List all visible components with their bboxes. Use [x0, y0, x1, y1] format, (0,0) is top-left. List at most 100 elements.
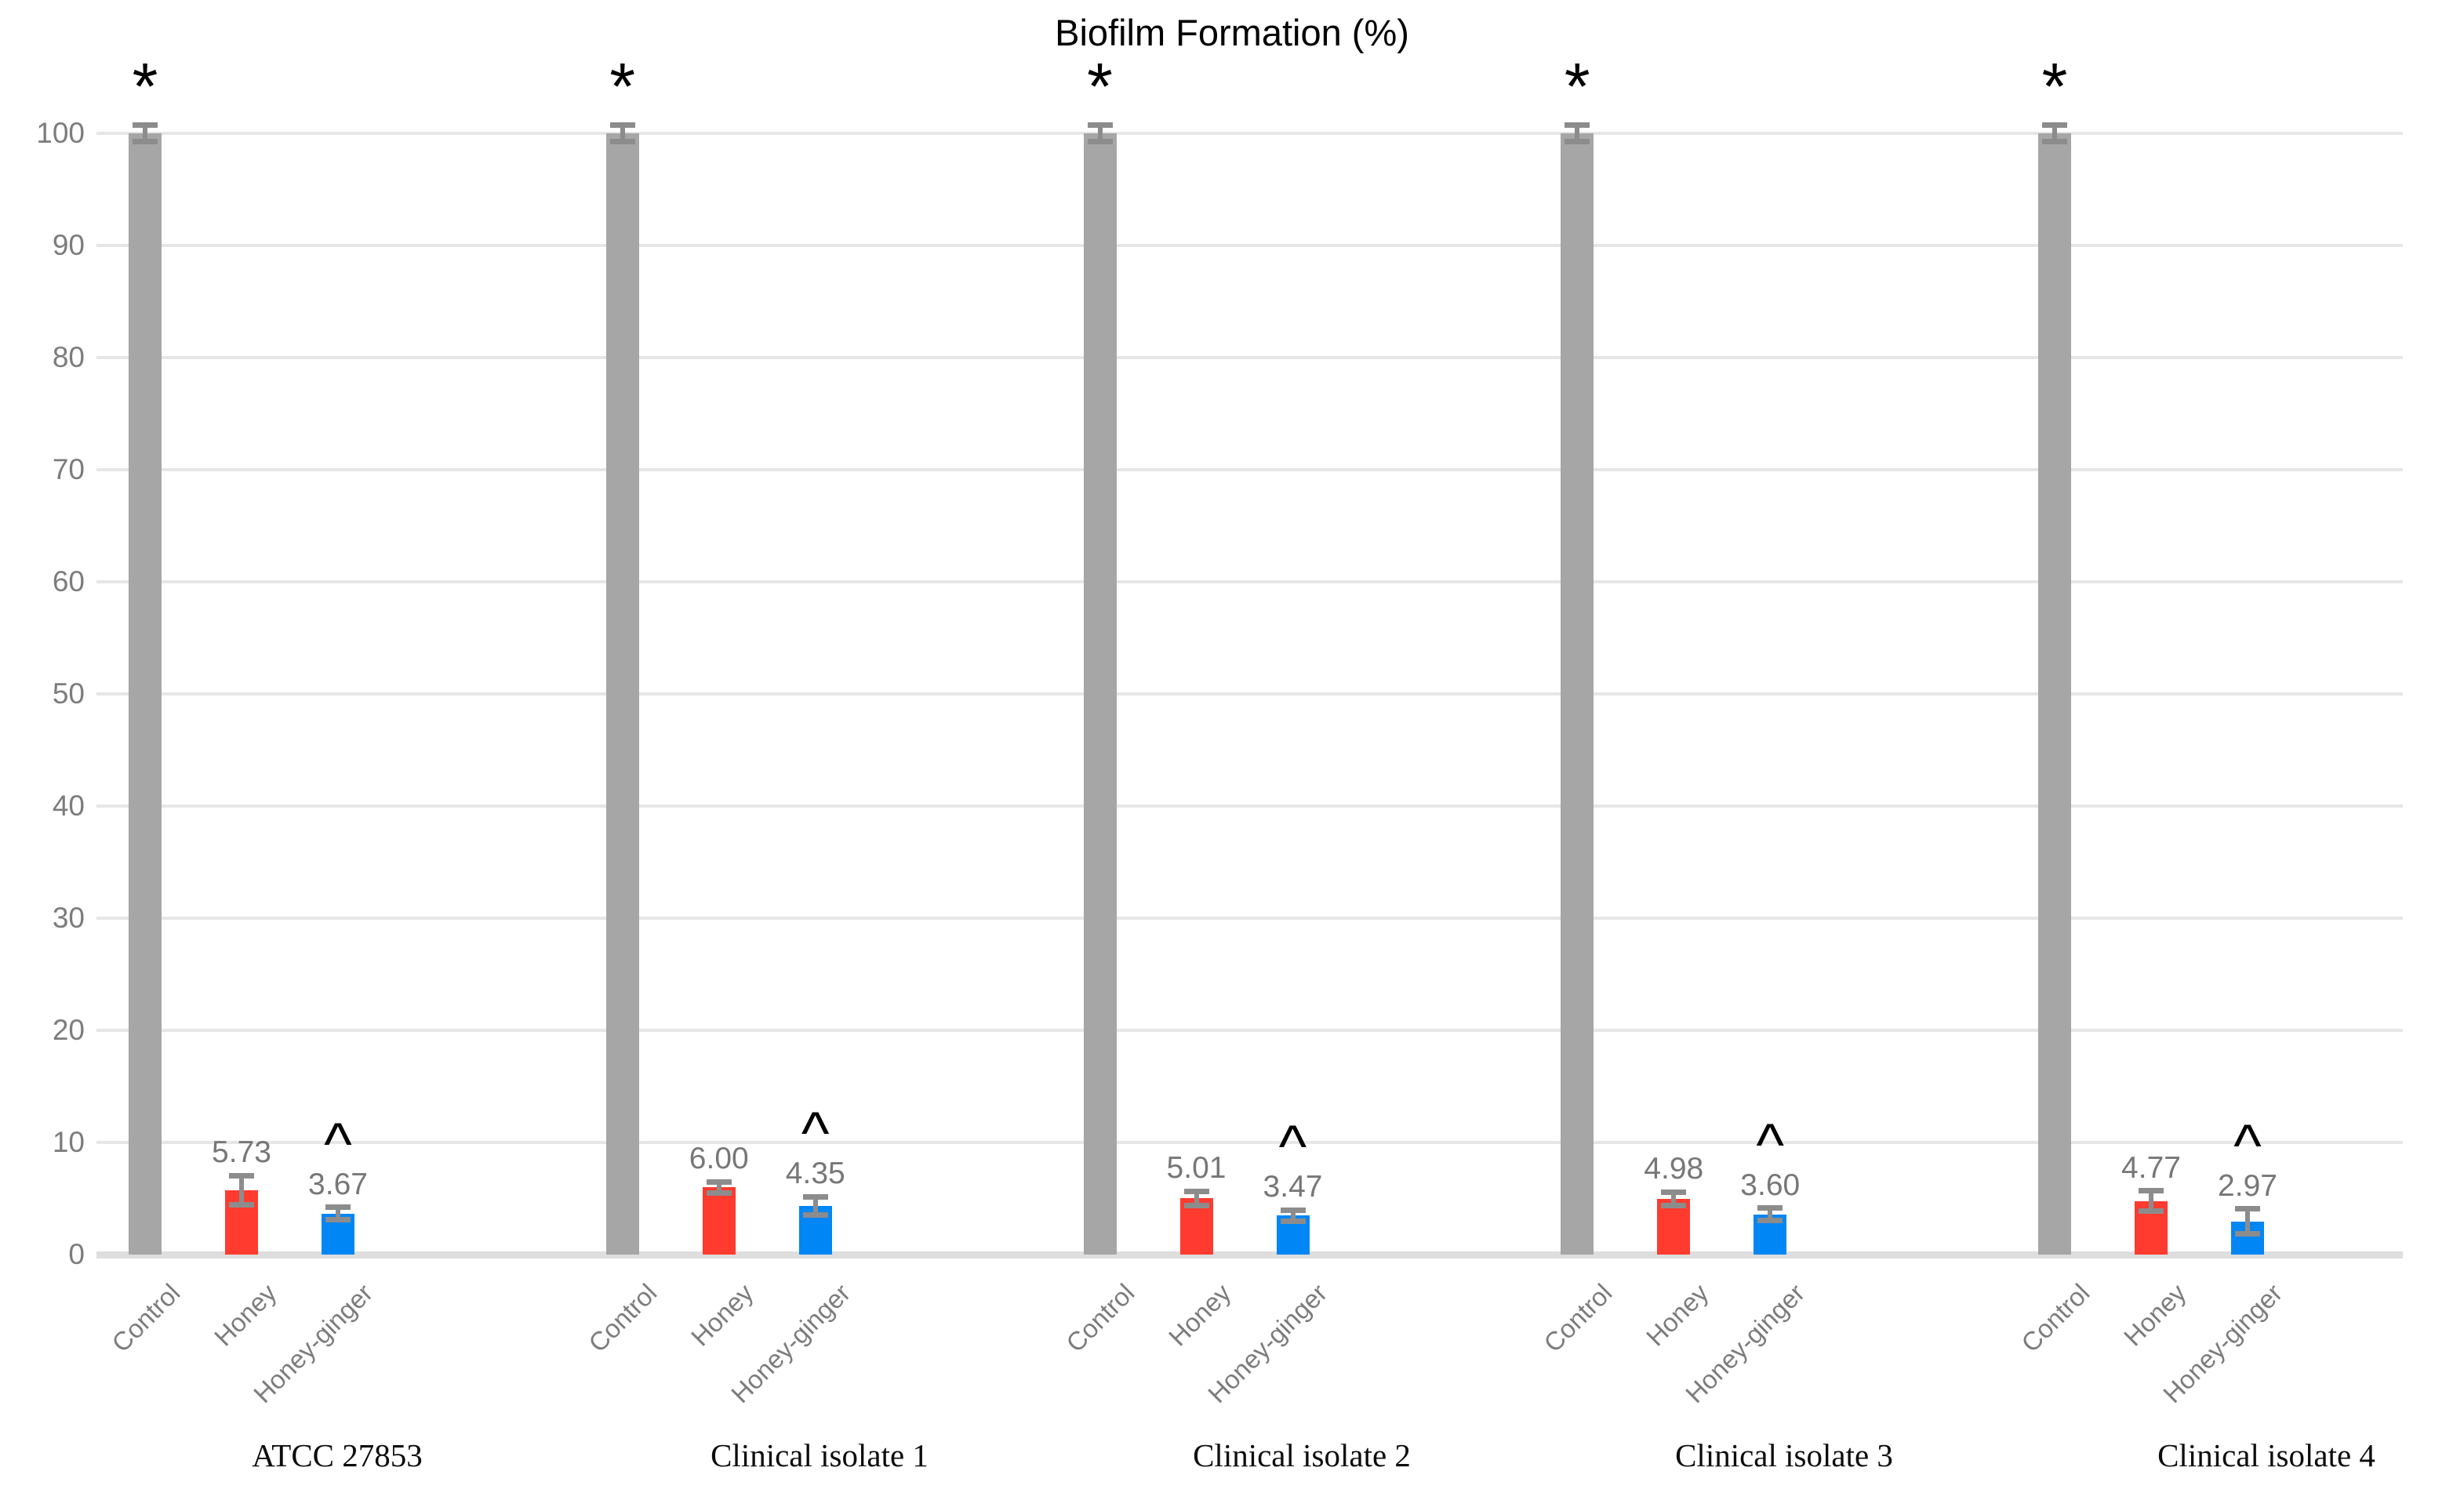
error-bar	[1671, 1192, 1677, 1206]
group-label: ATCC 27853	[252, 1437, 423, 1473]
x-axis-tick-label: Honey	[1163, 1278, 1237, 1352]
chart-title: Biofilm Formation (%)	[1055, 12, 1409, 53]
y-axis-tick-label: 0	[68, 1238, 85, 1270]
x-axis-line	[96, 1251, 2403, 1258]
error-bar-cap-top	[133, 122, 158, 129]
group-label: Clinical isolate 4	[2157, 1437, 2375, 1473]
error-bar	[812, 1197, 818, 1215]
error-bar-cap-bottom	[325, 1216, 351, 1222]
y-axis-tick-label: 40	[52, 790, 85, 822]
significance-caret: ^	[2233, 1112, 2262, 1179]
error-bar-cap-top	[2139, 1188, 2164, 1194]
error-bar-cap-bottom	[1087, 138, 1113, 144]
error-bar-cap-bottom	[706, 1189, 732, 1196]
bar-control	[605, 133, 639, 1255]
gridline	[96, 1141, 2403, 1144]
y-axis-tick-label: 90	[52, 229, 85, 261]
y-axis-tick-label: 20	[52, 1014, 85, 1046]
gridline	[96, 1029, 2403, 1032]
significance-asterisk: *	[2041, 49, 2068, 123]
bar-control	[2038, 133, 2071, 1255]
error-bar	[1290, 1210, 1296, 1222]
x-axis-tick-label: Honey	[685, 1278, 759, 1352]
error-bar-cap-top	[1661, 1189, 1687, 1195]
x-axis-tick-label: Control	[2015, 1278, 2095, 1358]
error-bar	[1768, 1208, 1773, 1221]
significance-caret: ^	[1756, 1111, 1785, 1179]
significance-asterisk: *	[1087, 49, 1113, 123]
x-axis-tick-label: Control	[583, 1278, 663, 1358]
significance-caret: ^	[324, 1110, 352, 1178]
error-bar-cap-bottom	[802, 1211, 828, 1218]
error-bar-cap-top	[1757, 1205, 1783, 1211]
gridline	[96, 692, 2403, 696]
data-label: 5.01	[1166, 1151, 1227, 1186]
error-bar-cap-top	[2042, 122, 2067, 129]
data-label: 5.73	[212, 1135, 271, 1170]
data-label: 4.35	[785, 1157, 845, 1191]
data-label: 4.98	[1644, 1152, 1704, 1186]
bar-honey	[702, 1187, 736, 1255]
significance-asterisk: *	[132, 49, 158, 123]
gridline	[96, 356, 2403, 359]
significance-caret: ^	[801, 1100, 830, 1168]
significance-asterisk: *	[1564, 49, 1590, 123]
gridline	[96, 468, 2403, 471]
error-bar-cap-bottom	[1757, 1217, 1783, 1223]
bar-control	[1083, 133, 1117, 1255]
y-axis-tick-label: 100	[36, 117, 85, 149]
error-bar-cap-bottom	[609, 138, 635, 144]
y-axis-tick-label: 30	[52, 902, 85, 934]
error-bar-cap-top	[1565, 122, 1590, 129]
error-bar	[336, 1207, 340, 1220]
bar-control	[129, 133, 162, 1255]
error-bar	[239, 1175, 244, 1205]
x-axis-tick-label: Control	[1538, 1278, 1618, 1358]
gridline	[96, 917, 2403, 920]
data-label: 3.67	[308, 1167, 368, 1201]
error-bar-cap-top	[1183, 1188, 1209, 1194]
error-bar-cap-top	[802, 1193, 828, 1200]
error-bar-cap-bottom	[2235, 1230, 2260, 1237]
error-bar-cap-bottom	[1280, 1219, 1306, 1225]
y-axis-tick-label: 60	[52, 565, 85, 597]
error-bar	[620, 125, 625, 141]
significance-caret: ^	[1278, 1113, 1307, 1181]
group-label: Clinical isolate 2	[1193, 1437, 1411, 1473]
error-bar	[2245, 1208, 2250, 1234]
error-bar	[1194, 1191, 1199, 1206]
data-label: 3.47	[1263, 1170, 1323, 1204]
gridline	[96, 580, 2403, 583]
error-bar	[143, 125, 147, 141]
significance-asterisk: *	[609, 49, 636, 123]
gridline	[96, 132, 2403, 135]
gridline	[96, 804, 2403, 808]
error-bar-cap-top	[1280, 1207, 1306, 1213]
x-axis-tick-label: Honey	[2117, 1278, 2192, 1352]
y-axis-tick-label: 10	[52, 1126, 85, 1158]
error-bar-cap-bottom	[1661, 1202, 1687, 1208]
error-bar-cap-top	[229, 1172, 254, 1179]
gridline	[96, 244, 2403, 247]
group-label: Clinical isolate 1	[710, 1437, 929, 1473]
error-bar-cap-bottom	[133, 138, 158, 144]
group-label: Clinical isolate 3	[1675, 1437, 1893, 1473]
y-axis-tick-label: 50	[52, 677, 85, 710]
error-bar	[2052, 125, 2057, 141]
error-bar-cap-top	[2235, 1206, 2260, 1212]
x-axis-tick-label: Honey	[208, 1278, 282, 1352]
x-axis-tick-label: Control	[105, 1278, 186, 1358]
bar-control	[1561, 133, 1594, 1255]
error-bar-cap-bottom	[229, 1202, 254, 1208]
error-bar-cap-top	[1087, 122, 1113, 129]
error-bar	[1575, 125, 1580, 141]
x-axis-tick-label: Control	[1060, 1278, 1140, 1358]
error-bar-cap-bottom	[1565, 138, 1590, 144]
x-axis-tick-label: Honey	[1640, 1278, 1714, 1352]
data-label: 6.00	[689, 1142, 749, 1176]
y-axis-tick-label: 70	[52, 453, 85, 485]
data-label: 2.97	[2218, 1168, 2277, 1203]
error-bar-cap-bottom	[2139, 1208, 2164, 1215]
data-label: 3.60	[1740, 1168, 1801, 1202]
